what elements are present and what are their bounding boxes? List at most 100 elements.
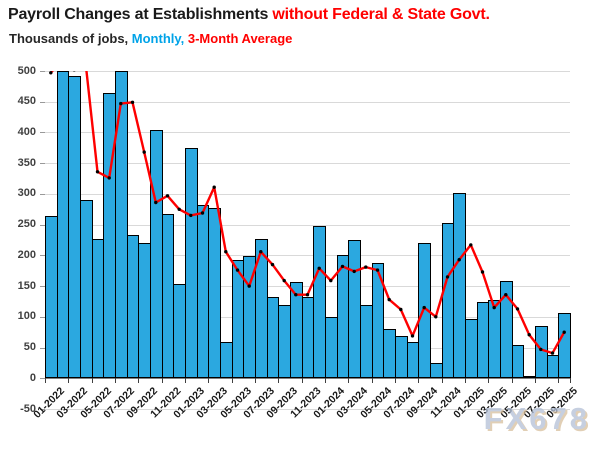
legend-monthly: Monthly,	[131, 31, 185, 46]
line-layer	[45, 71, 570, 409]
line-point-05-2023	[235, 268, 240, 272]
line-point-08-2024	[410, 334, 415, 338]
bar-12-2023	[313, 226, 326, 378]
x-axis-tick	[371, 378, 373, 383]
x-axis-tick	[511, 378, 513, 383]
y-axis-tick	[40, 255, 45, 257]
y-axis-tick	[40, 163, 45, 165]
grid-line	[45, 193, 570, 195]
watermark: FX678	[483, 401, 590, 436]
y-axis-label: 0	[29, 371, 36, 384]
x-axis-tick	[395, 378, 396, 383]
line-point-04-2023	[224, 250, 228, 254]
line-point-10-2022	[154, 200, 158, 205]
line-point-06-2022	[107, 176, 111, 180]
line-point-08-2025	[550, 351, 555, 355]
chart-title-black: Payroll Changes at Establishments	[8, 6, 273, 23]
y-axis-tick	[40, 132, 45, 134]
line-point-02-2023	[200, 211, 205, 215]
x-axis-tick	[418, 378, 420, 383]
y-axis-tick	[40, 378, 45, 380]
line-point-03-2024	[352, 269, 356, 274]
line-point-05-2025	[515, 307, 520, 311]
chart-title: Payroll Changes at Establishments withou…	[8, 6, 490, 24]
chart-subtitle: Thousands of jobs, Monthly, 3-Month Aver…	[9, 31, 292, 46]
y-axis-label: 50	[23, 341, 36, 354]
line-point-01-2022	[49, 71, 53, 75]
line-point-04-2024	[364, 265, 368, 269]
line-point-06-2024	[387, 297, 391, 302]
x-axis-tick	[278, 378, 280, 383]
x-axis-tick	[208, 378, 210, 383]
y-axis-tick	[40, 71, 45, 72]
bar-09-2025	[558, 313, 571, 378]
line-point-03-2022	[72, 71, 76, 72]
bar-12-2024	[453, 193, 466, 378]
line-point-07-2025	[539, 347, 543, 352]
y-axis-label: 400	[17, 125, 36, 138]
grid-line	[45, 71, 570, 72]
x-axis-tick	[558, 378, 560, 383]
y-axis-label: 500	[17, 64, 36, 77]
line-point-06-2023	[247, 284, 251, 288]
grid-line	[45, 132, 570, 134]
x-axis-tick	[255, 378, 256, 383]
three-month-average-line	[49, 71, 566, 355]
y-axis-label: 350	[17, 156, 36, 169]
x-axis-tick	[465, 378, 466, 383]
line-point-08-2023	[270, 262, 275, 267]
line-point-09-2023	[282, 278, 286, 283]
x-axis-tick	[138, 378, 140, 383]
x-axis-tick	[441, 378, 443, 383]
line-point-09-2025	[562, 330, 566, 334]
bar-07-2022	[115, 71, 128, 378]
line-point-10-2024	[434, 315, 438, 319]
x-axis-tick	[68, 378, 70, 383]
x-axis-tick	[325, 378, 326, 383]
x-axis-tick	[161, 378, 163, 383]
line-point-08-2022	[130, 100, 135, 104]
y-axis-label: 200	[17, 248, 36, 261]
y-axis-tick	[40, 193, 45, 195]
plot-area	[45, 71, 571, 411]
line-point-09-2024	[422, 305, 426, 310]
y-axis-tick	[40, 347, 45, 349]
x-axis-tick	[570, 378, 571, 383]
grid-line	[45, 163, 570, 165]
x-axis-tick	[115, 378, 116, 383]
line-point-06-2025	[527, 333, 531, 337]
y-axis-label: -50	[20, 402, 36, 415]
line-point-09-2022	[142, 150, 146, 154]
x-axis-tick	[45, 378, 46, 383]
y-axis-tick	[40, 101, 45, 103]
line-point-05-2024	[375, 268, 380, 272]
chart-title-red: without Federal & State Govt.	[272, 6, 490, 23]
x-axis-tick	[301, 378, 303, 383]
grid-line	[45, 101, 570, 103]
x-axis-tick	[91, 378, 93, 383]
bar-05-2024	[372, 263, 384, 378]
line-point-05-2022	[95, 170, 100, 174]
x-axis-tick	[185, 378, 186, 383]
y-axis-tick	[40, 286, 45, 288]
line-point-07-2022	[119, 101, 123, 106]
line-point-02-2024	[340, 264, 345, 269]
line-point-03-2023	[212, 185, 216, 189]
y-axis-label: 300	[17, 187, 36, 200]
line-point-04-2025	[504, 293, 508, 297]
line-point-11-2022	[165, 194, 170, 198]
grid-line	[45, 286, 570, 288]
bars-layer	[45, 71, 571, 378]
subtitle-units: Thousands of jobs,	[9, 31, 132, 46]
line-point-07-2023	[259, 250, 263, 254]
x-axis-line	[45, 378, 570, 380]
bar-09-2024	[418, 243, 431, 378]
grid-line	[45, 409, 570, 411]
line-point-07-2024	[399, 307, 403, 312]
y-axis-label: 450	[17, 95, 36, 108]
x-axis-tick	[535, 378, 536, 383]
y-axis-tick	[40, 316, 45, 318]
line-point-12-2023	[317, 266, 321, 270]
bar-03-2023	[208, 208, 221, 378]
